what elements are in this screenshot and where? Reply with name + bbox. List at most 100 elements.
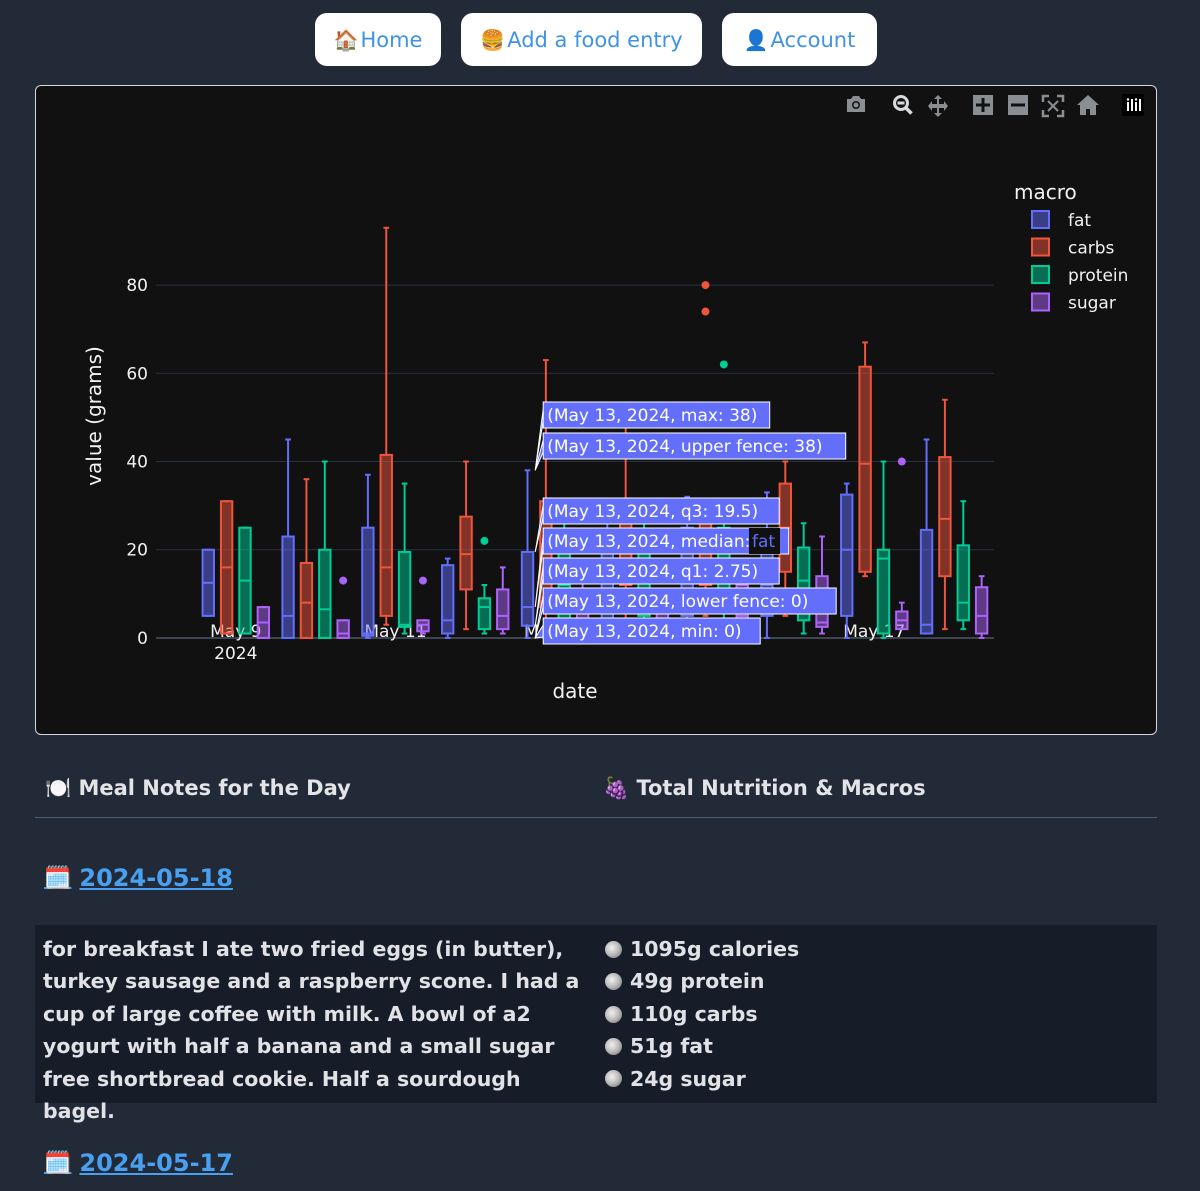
section-headers: 🍽️ Meal Notes for the Day 🍇 Total Nutrit… bbox=[45, 776, 1157, 820]
box-carbs bbox=[219, 500, 234, 635]
legend-title: macro bbox=[1014, 180, 1077, 204]
camera-icon[interactable] bbox=[844, 94, 870, 120]
box-iqr bbox=[397, 550, 412, 628]
box-iqr bbox=[281, 535, 295, 639]
autoscale-icon[interactable] bbox=[1041, 94, 1067, 120]
bullet-icon bbox=[605, 973, 622, 991]
x-tick-label: May 9 bbox=[210, 622, 261, 642]
box-iqr bbox=[496, 588, 510, 631]
outlier-point bbox=[418, 576, 427, 585]
zoom-icon[interactable] bbox=[892, 94, 918, 120]
legend-label: sugar bbox=[1068, 294, 1116, 314]
hover-box bbox=[542, 401, 771, 429]
box-protein bbox=[318, 460, 332, 639]
hover-box bbox=[542, 497, 780, 525]
box-protein bbox=[876, 460, 891, 639]
outlier-point bbox=[701, 281, 710, 290]
hover-label: (May 13, 2024, lower fence: 0) bbox=[534, 587, 837, 639]
y-tick-label: 80 bbox=[126, 276, 148, 296]
box-fat bbox=[281, 438, 295, 639]
box-fat bbox=[520, 469, 535, 639]
hover-text: (May 13, 2024, median: 7) bbox=[547, 532, 773, 552]
home-button[interactable]: 🏠 Home bbox=[315, 13, 441, 66]
hover-box bbox=[542, 432, 847, 460]
hover-text: (May 13, 2024, q1: 2.75) bbox=[547, 562, 758, 582]
x-tick-label: 2024 bbox=[214, 644, 257, 664]
calendar-icon: 🗓️ bbox=[44, 1150, 72, 1176]
legend-label: fat bbox=[1068, 211, 1091, 231]
account-button[interactable]: 👤 Account bbox=[722, 13, 877, 66]
hover-label: (May 13, 2024, upper fence: 38) bbox=[534, 432, 847, 471]
hover-box bbox=[542, 527, 790, 555]
box-sugar bbox=[815, 535, 829, 635]
meal-note-text: for breakfast I ate two fried eggs (in b… bbox=[43, 937, 580, 1124]
box-iqr bbox=[299, 561, 314, 639]
add-food-entry-button[interactable]: 🍔 Add a food entry bbox=[461, 13, 702, 66]
box-fat bbox=[441, 557, 455, 639]
calendar-icon: 🗓️ bbox=[44, 865, 72, 891]
y-tick-label: 0 bbox=[137, 629, 148, 649]
bullet-icon bbox=[605, 1070, 622, 1088]
box-protein bbox=[956, 500, 970, 631]
box-fat bbox=[201, 548, 215, 617]
zoom-out-icon[interactable] bbox=[1007, 94, 1033, 120]
legend-label: carbs bbox=[1068, 239, 1115, 259]
nutrition-heading-text: Total Nutrition & Macros bbox=[636, 776, 926, 800]
box-iqr bbox=[318, 548, 332, 639]
x-axis-title: date bbox=[552, 679, 597, 703]
box-iqr bbox=[416, 619, 430, 633]
box-sugar bbox=[496, 566, 510, 635]
pan-icon[interactable] bbox=[926, 94, 952, 120]
box-sugar bbox=[974, 575, 989, 639]
box-sugar bbox=[336, 576, 350, 639]
home-button-label: Home bbox=[360, 27, 423, 52]
box-iqr bbox=[956, 544, 970, 622]
box-iqr bbox=[441, 564, 455, 635]
macro-carbs: 110g carbs bbox=[630, 1001, 758, 1026]
box-sugar bbox=[895, 457, 909, 631]
hover-label: (May 13, 2024, q1: 2.75) bbox=[534, 557, 780, 626]
entry-date-text[interactable]: 2024-05-18 bbox=[79, 864, 233, 892]
top-nav: 🏠 Home 🍔 Add a food entry 👤 Account bbox=[0, 13, 1200, 67]
bullet-icon bbox=[605, 940, 622, 958]
y-axis-title: value (grams) bbox=[82, 346, 106, 486]
box-carbs bbox=[858, 341, 872, 578]
box-iqr bbox=[876, 548, 891, 635]
plotly-logo[interactable] bbox=[1122, 94, 1148, 120]
house-icon: 🏠 bbox=[333, 27, 359, 52]
hover-label: (May 13, 2024, q3: 19.5) bbox=[534, 497, 780, 553]
macro-calories: 1095g calories bbox=[630, 937, 800, 961]
entry-date-text[interactable]: 2024-05-17 bbox=[79, 1149, 233, 1177]
legend-swatch bbox=[1031, 265, 1050, 284]
hover-box bbox=[542, 557, 780, 585]
entry-date-link[interactable]: 🗓️ 2024-05-17 bbox=[44, 1149, 233, 1177]
y-tick-label: 20 bbox=[126, 541, 148, 561]
macro-fat: 51g fat bbox=[630, 1034, 713, 1059]
hover-trace-name-bg bbox=[749, 528, 780, 554]
box-carbs bbox=[299, 478, 314, 639]
macro-item: 51g fat bbox=[605, 1030, 799, 1062]
outlier-point bbox=[719, 360, 728, 369]
reset-axes-icon[interactable] bbox=[1076, 94, 1102, 120]
box-protein bbox=[477, 536, 492, 635]
macro-item: 110g carbs bbox=[605, 998, 799, 1030]
macro-item: 1095g calories bbox=[605, 933, 799, 965]
outlier-point bbox=[480, 536, 489, 545]
box-iqr bbox=[858, 365, 872, 573]
box-iqr bbox=[459, 515, 473, 591]
grapes-icon: 🍇 bbox=[603, 776, 630, 800]
macro-list: 1095g calories 49g protein 110g carbs 51… bbox=[605, 933, 799, 1095]
zoom-in-icon[interactable] bbox=[972, 94, 998, 120]
hover-text: (May 13, 2024, q3: 19.5) bbox=[547, 502, 758, 522]
legend-label: protein bbox=[1068, 266, 1128, 286]
section-divider bbox=[35, 817, 1157, 818]
box-iqr bbox=[520, 550, 535, 627]
legend-swatch bbox=[1031, 210, 1050, 229]
hover-label: (May 13, 2024, max: 38) bbox=[534, 401, 771, 471]
hover-label: (May 13, 2024, min: 0) bbox=[534, 617, 761, 645]
entry-date-link[interactable]: 🗓️ 2024-05-18 bbox=[44, 864, 233, 892]
legend-swatch bbox=[1031, 237, 1050, 257]
box-protein bbox=[238, 526, 252, 635]
